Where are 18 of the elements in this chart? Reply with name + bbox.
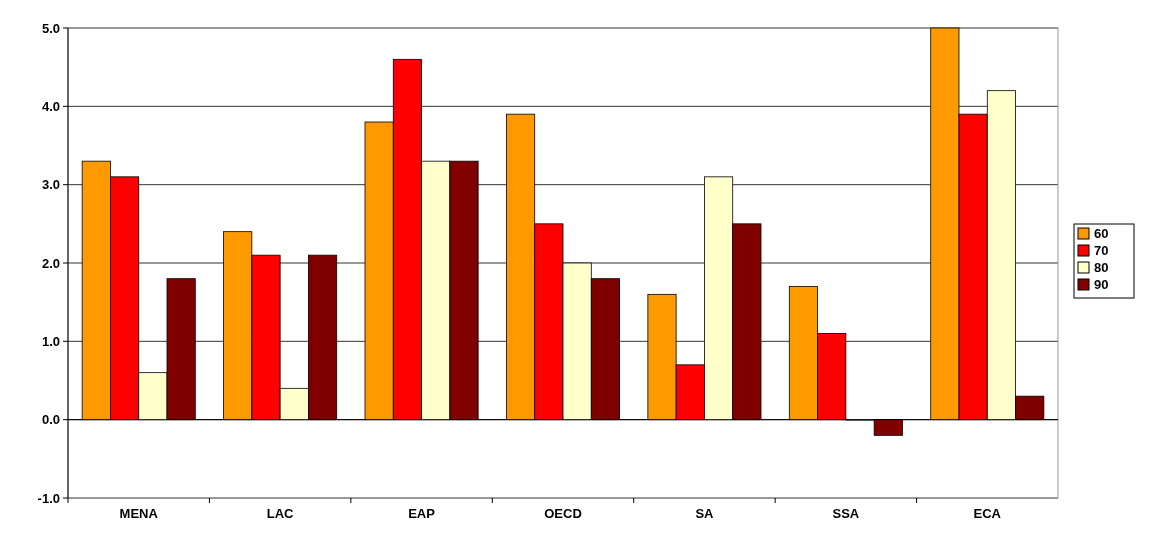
x-tick-label: LAC bbox=[266, 506, 295, 521]
x-tick-label: MENA bbox=[119, 506, 159, 521]
legend-label: 90 bbox=[1094, 277, 1109, 292]
x-tick-label: ECA bbox=[973, 506, 1002, 521]
y-tick-label: 1.0 bbox=[41, 333, 60, 349]
x-tick-label: SSA bbox=[832, 506, 860, 521]
x-tick-label: EAP bbox=[408, 506, 436, 521]
legend-label: 80 bbox=[1094, 260, 1109, 275]
y-tick-label: 5.0 bbox=[41, 20, 60, 36]
y-tick-label: -1.0 bbox=[37, 490, 60, 506]
y-tick-label: 2.0 bbox=[41, 255, 60, 271]
y-tick-label: 4.0 bbox=[41, 98, 60, 114]
legend-label: 60 bbox=[1094, 226, 1109, 241]
y-tick-label: 3.0 bbox=[41, 177, 60, 193]
x-tick-label: OECD bbox=[544, 506, 582, 521]
y-tick-label: 0.0 bbox=[41, 412, 60, 428]
x-tick-label: SA bbox=[695, 506, 715, 521]
legend-label: 70 bbox=[1094, 243, 1109, 258]
